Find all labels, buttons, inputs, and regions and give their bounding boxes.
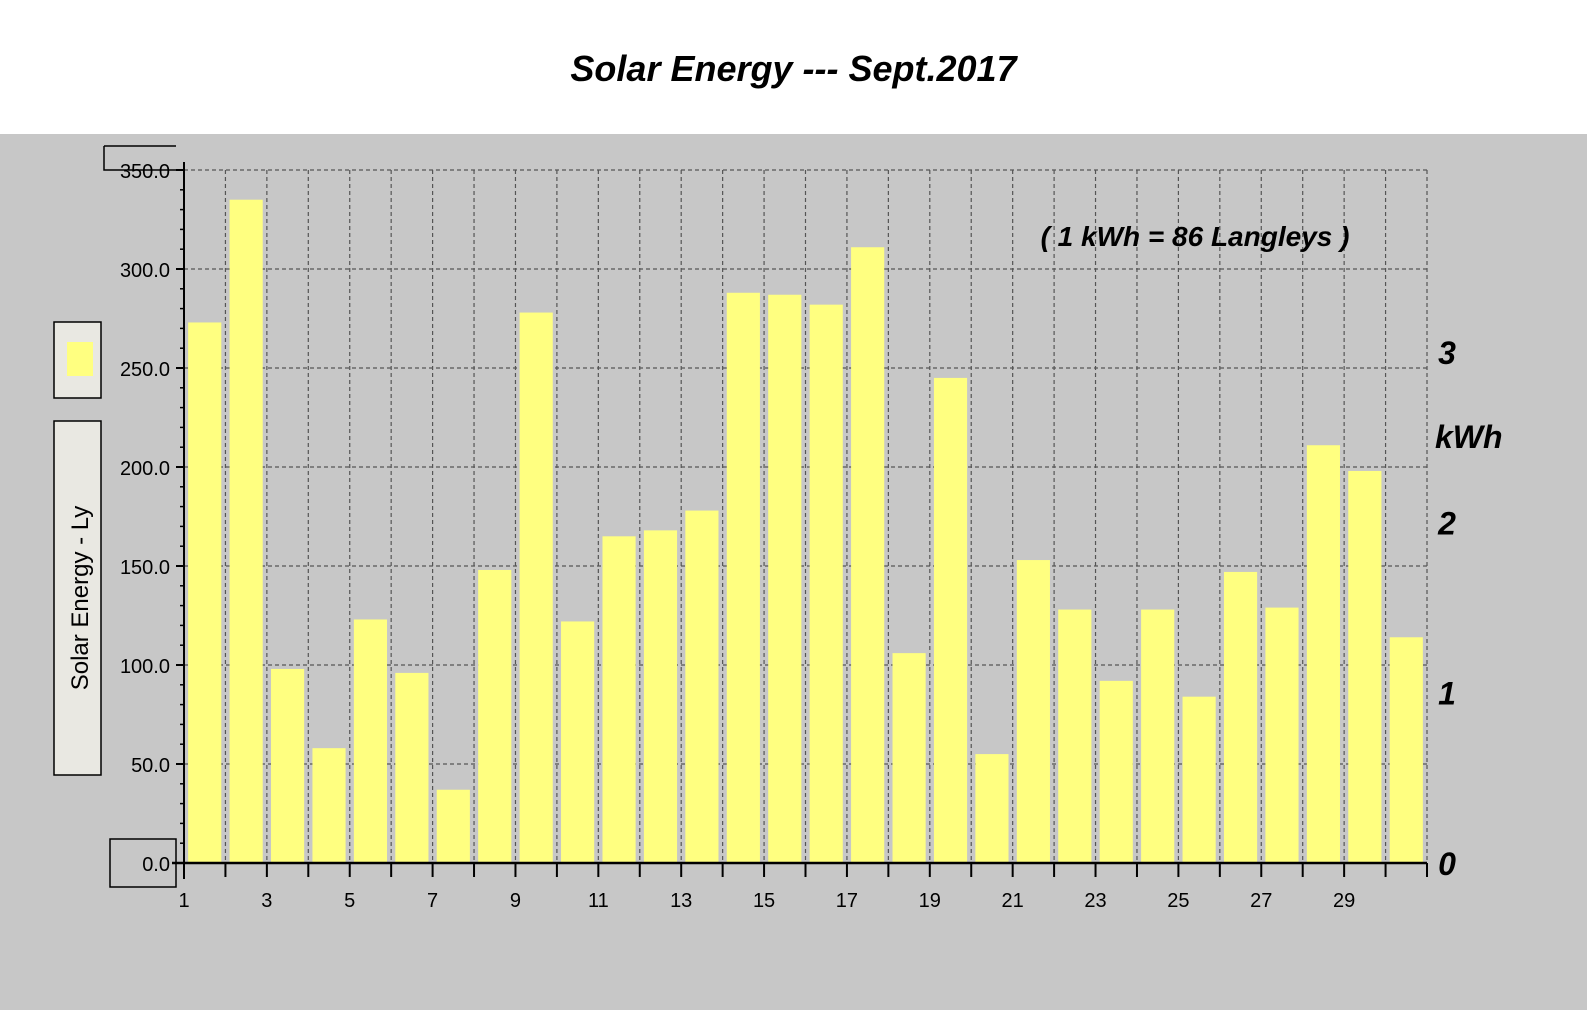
x-tick-label: 13 [670,890,692,912]
bar-day-18 [892,653,926,863]
bar-day-7 [436,789,470,863]
bars [188,199,1423,864]
x-tick-label: 21 [1002,890,1024,912]
x-tick-label: 25 [1167,890,1189,912]
bar-day-12 [643,530,678,863]
bar-day-8 [478,569,512,863]
x-tick-label: 23 [1084,890,1106,912]
bar-day-16 [809,304,843,863]
y-tick-label: 350.0 [120,161,170,183]
bar-day-22 [1058,609,1092,863]
x-tick-label: 27 [1250,890,1272,912]
bar-day-19 [933,377,968,863]
grid-lines [184,169,1428,864]
bar-day-9 [519,312,553,863]
y-tick-label: 0.0 [142,854,170,876]
bar-day-11 [602,536,636,863]
x-tick-label: 9 [510,890,521,912]
bar-day-26 [1223,571,1258,863]
bar-day-1 [188,322,222,863]
bar-day-25 [1182,696,1216,863]
bar-day-24 [1141,609,1175,863]
x-tick-label: 7 [427,890,438,912]
bar-day-14 [726,292,760,863]
bar-day-13 [685,510,719,863]
x-tick-label: 3 [261,890,272,912]
y-axis-label: Solar Energy - Ly [67,506,94,691]
bar-day-27 [1265,607,1299,863]
bar-day-30 [1389,637,1423,863]
kwh-tick-label: 2 [1437,505,1456,541]
bar-day-5 [353,619,388,863]
kwh-tick-label: 0 [1438,846,1456,882]
bar-day-2 [229,199,263,863]
y-tick-label: 150.0 [120,557,170,579]
bar-day-6 [395,672,429,863]
x-tick-label: 17 [836,890,858,912]
chart-title: Solar Energy --- Sept.2017 [570,48,1017,89]
bar-day-17 [851,247,885,864]
legend-swatch [67,342,93,376]
x-tick-label: 29 [1333,890,1355,912]
kwh-axis-label: kWh [1435,419,1503,455]
x-tick-label: 19 [919,890,941,912]
bar-day-4 [312,748,346,863]
kwh-tick-label: 3 [1438,335,1456,371]
x-tick-label: 5 [344,890,355,912]
bar-day-15 [768,294,802,863]
x-tick-label: 11 [588,890,609,912]
bottom-label-box [109,838,177,888]
y-tick-label: 300.0 [120,260,170,282]
chart-panel: 0.0 50.0 100.0 150.0 200.0 250.0 300.0 350.0 1 3 5… [0,134,1587,1010]
y-tick-label: 200.0 [120,458,170,480]
top-label-box [103,146,176,171]
legend: Solar Energy - Ly [53,321,102,776]
kwh-tick-label: 1 [1438,676,1456,712]
bar-day-20 [975,754,1009,863]
ylabel-box [53,420,102,776]
conversion-note: ( 1 kWh = 86 Langleys ) [1041,221,1350,252]
x-tick-label: 1 [178,890,189,912]
bar-day-29 [1348,470,1382,863]
y-tick-label: 100.0 [120,656,170,678]
bar-day-10 [561,621,595,863]
y-tick-label: 250.0 [120,359,170,381]
bar-day-28 [1306,445,1340,863]
x-tick-label: 15 [753,890,775,912]
y-tick-label: 50.0 [131,755,170,777]
bar-day-21 [1016,560,1050,863]
bar-day-3 [271,668,305,863]
bar-day-23 [1099,680,1133,863]
